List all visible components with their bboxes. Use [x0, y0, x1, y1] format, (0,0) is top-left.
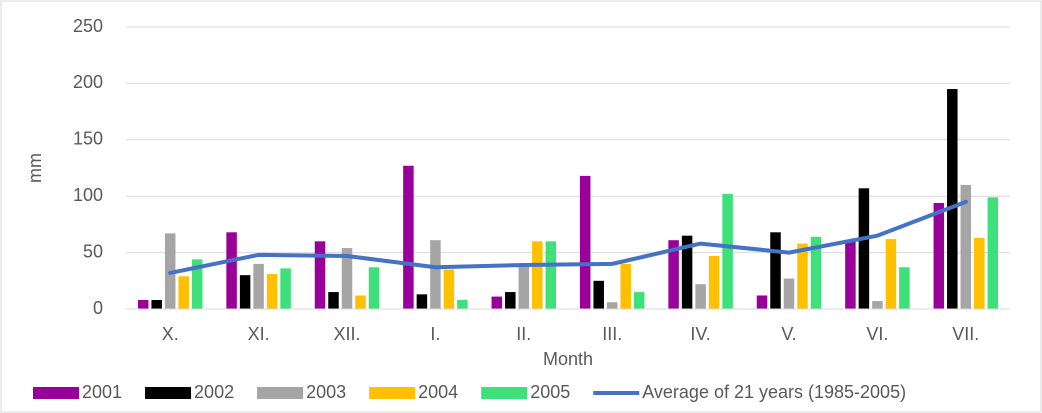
bar [708, 255, 720, 309]
x-axis-label: Month [543, 349, 593, 369]
bar [987, 197, 999, 309]
bar [430, 240, 441, 309]
bar [770, 232, 781, 309]
bar [341, 248, 353, 309]
y-tick-label: 100 [73, 185, 103, 205]
x-tick-label: I. [430, 324, 440, 344]
bar [280, 268, 291, 309]
legend-swatch [33, 387, 79, 399]
legend-label: 2001 [82, 382, 122, 402]
x-tick-label: V. [781, 324, 796, 344]
bar [314, 241, 326, 309]
x-tick-label: VII. [952, 324, 979, 344]
x-tick-label: X. [162, 324, 179, 344]
bar [532, 241, 543, 309]
bar [960, 184, 972, 309]
bar [491, 296, 503, 309]
bar [593, 280, 604, 309]
bar [226, 232, 237, 309]
bar [151, 299, 162, 309]
legend-label: 2002 [194, 382, 234, 402]
bar [266, 274, 278, 309]
bar [783, 278, 795, 309]
bar [355, 295, 366, 309]
bar [797, 243, 808, 309]
y-tick-label: 50 [83, 241, 103, 261]
bar [606, 302, 618, 309]
x-tick-label: III. [602, 324, 622, 344]
legend-swatch [257, 387, 304, 399]
bar [974, 237, 985, 309]
bar [579, 175, 591, 309]
y-tick-label: 200 [73, 72, 103, 92]
legend-label: 2005 [530, 382, 570, 402]
legend-swatch [369, 387, 416, 399]
bar [253, 263, 264, 309]
legend-label: Average of 21 years (1985-2005) [642, 382, 906, 402]
bar [191, 259, 203, 309]
y-tick-label: 250 [73, 16, 103, 36]
bar [457, 299, 468, 309]
bar [633, 292, 645, 309]
bar [518, 263, 530, 309]
bar [845, 241, 856, 309]
bar [810, 236, 822, 309]
x-tick-label: VI. [866, 324, 888, 344]
bar [695, 284, 706, 309]
y-tick-label: 0 [93, 298, 103, 318]
bar [403, 165, 414, 309]
bar [178, 276, 189, 309]
bar [239, 275, 251, 309]
line-series [168, 199, 968, 275]
bar [620, 263, 631, 309]
x-tick-label: II. [516, 324, 531, 344]
bar [899, 267, 910, 309]
bar [368, 267, 380, 309]
bar [505, 292, 516, 309]
legend-label: 2004 [418, 382, 458, 402]
bar [885, 239, 897, 309]
bar [681, 235, 693, 309]
x-tick-label: IV. [690, 324, 710, 344]
bar [872, 301, 883, 309]
bar [947, 89, 958, 309]
x-tick-label: XI. [248, 324, 270, 344]
bar [668, 240, 679, 309]
bar [858, 188, 870, 309]
bar [137, 299, 149, 309]
bar [933, 202, 945, 309]
y-axis-label: mm [25, 153, 45, 183]
bar [416, 294, 428, 309]
bar [756, 295, 768, 309]
legend-label: 2003 [306, 382, 346, 402]
x-tick-label: XII. [333, 324, 360, 344]
bar [545, 241, 557, 309]
bar [328, 292, 339, 309]
legend-swatch [145, 387, 192, 399]
bar [443, 269, 455, 309]
legend-swatch [481, 387, 528, 399]
y-tick-label: 150 [73, 129, 103, 149]
bar [722, 193, 733, 309]
